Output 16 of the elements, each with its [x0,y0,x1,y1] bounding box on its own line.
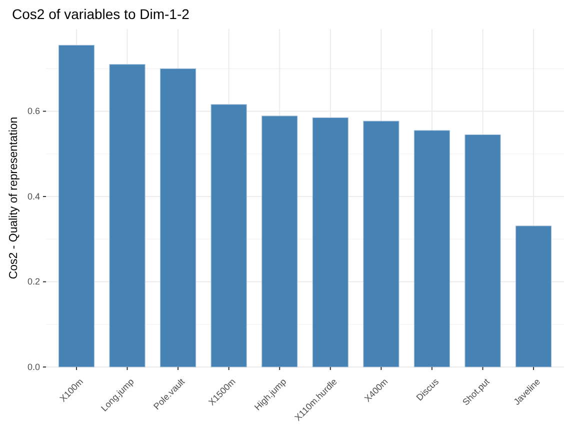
y-tick-label: 0.4 [27,191,40,202]
bar [414,130,450,368]
bar [58,44,95,368]
bar [363,120,400,368]
bar [109,64,146,368]
y-axis-title: Cos2 - Quality of representation [8,116,20,280]
bar [312,117,348,368]
y-tick-label: 0.2 [27,276,40,287]
bar [160,68,196,368]
y-tick-label: 0.6 [27,106,40,116]
bar [464,134,501,368]
bar [210,104,247,368]
chart-title: Cos2 of variables to Dim-1-2 [12,6,190,22]
bar [515,226,552,368]
bar [262,116,298,368]
y-tick-label: 0.0 [27,362,40,372]
